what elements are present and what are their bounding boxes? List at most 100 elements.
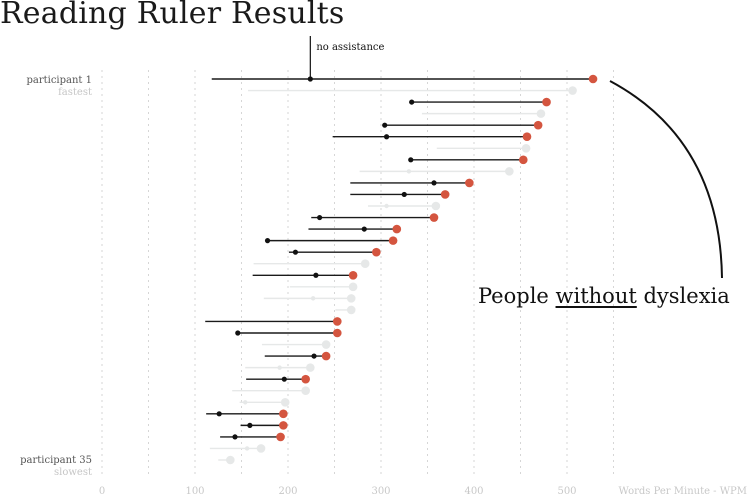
- bottom-participant-label: participant 35: [20, 455, 92, 466]
- ruler-dot: [332, 317, 342, 326]
- participant-row: [367, 201, 441, 211]
- row-labels: participant 1 fastest participant 35 slo…: [20, 75, 92, 478]
- grid-lines: [101, 70, 614, 478]
- ruler-dot: [276, 432, 285, 442]
- ruler-dot: [301, 374, 310, 384]
- ruler-dot-faded: [226, 455, 235, 465]
- participant-row: [335, 305, 356, 315]
- ruler-dot: [348, 270, 358, 280]
- ruler-dot: [279, 421, 288, 430]
- ruler-dot-faded: [306, 363, 315, 372]
- x-tick-label: 400: [464, 486, 483, 497]
- no-assistance-dot: [361, 226, 367, 232]
- no-assistance-dot-faded: [243, 400, 248, 405]
- participant-row: [308, 224, 402, 234]
- participant-row: [409, 97, 551, 107]
- participant-row: [382, 120, 543, 130]
- participant-row: [205, 317, 342, 326]
- ruler-dot: [542, 97, 551, 107]
- participant-row: [350, 178, 474, 188]
- no-assistance-dot: [317, 214, 323, 221]
- no-assistance-dot: [313, 272, 319, 278]
- participant-row: [211, 74, 598, 84]
- participant-row: [253, 259, 370, 269]
- ruler-dot: [429, 213, 439, 222]
- ruler-dot: [533, 120, 543, 130]
- participant-row: [332, 132, 532, 142]
- no-assistance-dot: [235, 330, 241, 336]
- no-assistance-dot: [307, 76, 313, 82]
- ruler-dot-faded: [505, 167, 514, 176]
- annotation-text: People without dyslexia: [478, 284, 730, 308]
- participant-row: [408, 155, 528, 165]
- no-assistance-dot: [311, 353, 317, 359]
- top-fastest-label: fastest: [58, 87, 92, 98]
- ruler-dot: [388, 236, 398, 245]
- participant-row: [209, 444, 266, 453]
- ruler-dot-faded: [360, 259, 370, 269]
- participant-row: [206, 409, 288, 419]
- no-assistance-dot: [247, 422, 253, 428]
- annotation-underlined: without: [555, 284, 637, 308]
- no-assistance-dot-faded: [310, 296, 316, 301]
- data-rows: [205, 74, 598, 465]
- x-axis: 0 100 200 300 400 500 Words Per Minute - WPM: [99, 486, 747, 497]
- participant-row: [421, 109, 546, 118]
- x-tick-label: 300: [371, 486, 390, 497]
- ruler-dot: [588, 74, 598, 84]
- x-tick-label: 500: [557, 486, 576, 497]
- participant-row: [232, 386, 310, 396]
- no-assistance-dot-faded: [406, 169, 412, 174]
- ruler-dot-faded: [568, 86, 577, 95]
- ruler-dot-faded: [536, 109, 546, 118]
- no-assistance-dot-faded: [384, 203, 389, 209]
- participant-row: [288, 247, 381, 257]
- no-assistance-dot: [281, 376, 287, 382]
- annotation-before: People: [478, 284, 556, 308]
- participant-row: [220, 432, 285, 442]
- callout-text: no assistance: [316, 42, 384, 53]
- participant-row: [359, 167, 514, 176]
- ruler-dot-faded: [321, 340, 331, 349]
- ruler-dot-faded: [256, 444, 266, 453]
- participant-row: [246, 374, 310, 384]
- no-assistance-dot: [232, 434, 238, 440]
- x-tick-label: 0: [99, 486, 105, 497]
- participant-row: [240, 421, 288, 430]
- chart-title: Reading Ruler Results: [0, 0, 345, 31]
- ruler-dot: [440, 190, 450, 199]
- participant-row: [289, 282, 358, 292]
- participant-row: [248, 86, 577, 95]
- participant-row: [261, 340, 331, 349]
- no-assistance-dot: [216, 411, 222, 417]
- no-assistance-dot: [409, 99, 415, 105]
- annotation-after: dyslexia: [636, 284, 730, 308]
- participant-row: [264, 236, 398, 245]
- top-participant-label: participant 1: [26, 75, 92, 86]
- ruler-dot-faded: [521, 143, 531, 153]
- no-assistance-dot: [401, 191, 407, 198]
- no-assistance-dot: [292, 249, 299, 255]
- ruler-dot: [279, 409, 288, 419]
- ruler-dot: [518, 155, 528, 165]
- no-assistance-dot: [383, 134, 390, 140]
- ruler-dot-faded: [431, 201, 441, 211]
- participant-row: [264, 351, 331, 361]
- ruler-dot: [522, 132, 532, 142]
- participant-row: [263, 294, 356, 303]
- participant-row: [218, 455, 235, 465]
- ruler-dot-faded: [280, 397, 290, 407]
- participant-row: [245, 363, 315, 372]
- participant-row: [239, 397, 290, 407]
- no-assistance-dot-faded: [277, 365, 282, 370]
- ruler-dot-faded: [348, 282, 358, 292]
- no-assistance-callout: no assistance: [309, 36, 385, 78]
- no-assistance-dot: [382, 122, 388, 128]
- ruler-dot: [392, 224, 402, 234]
- participant-row: [252, 270, 358, 280]
- no-assistance-dot: [431, 180, 437, 186]
- participant-row: [436, 143, 531, 153]
- x-tick-label: 200: [278, 486, 297, 497]
- participant-row: [350, 190, 450, 199]
